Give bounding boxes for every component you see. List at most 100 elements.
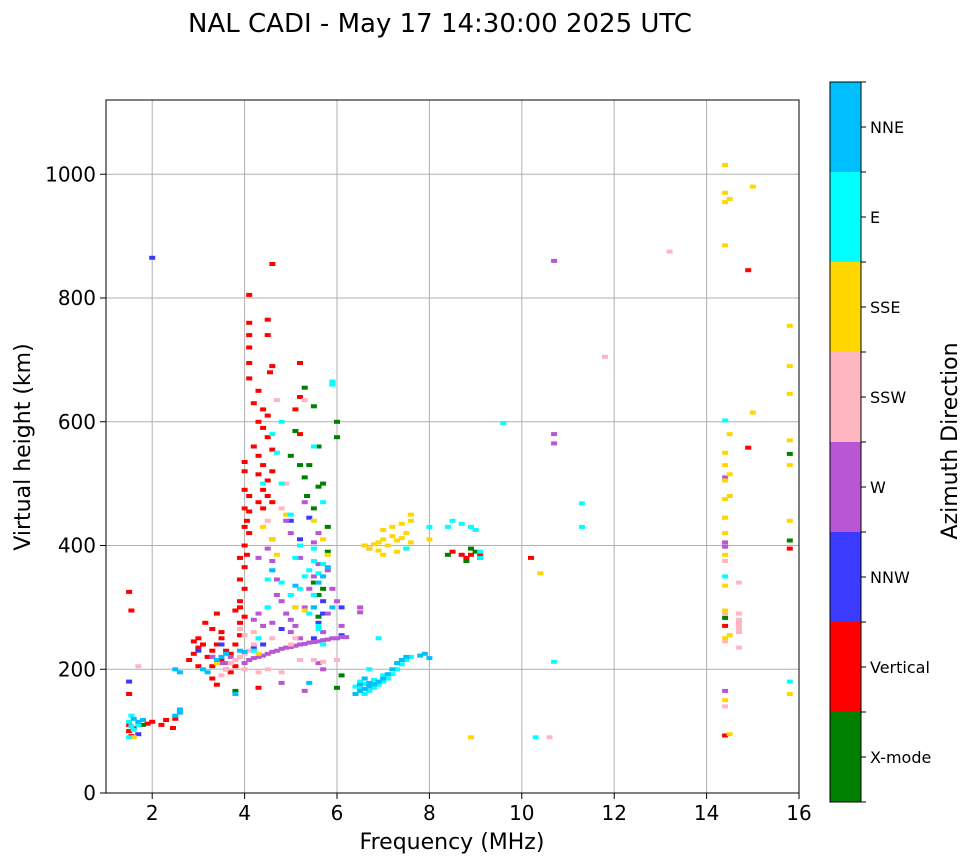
data-point bbox=[255, 654, 262, 659]
data-point bbox=[278, 419, 285, 424]
data-point bbox=[343, 635, 350, 640]
data-point bbox=[269, 500, 276, 505]
data-point bbox=[398, 536, 405, 541]
data-point bbox=[320, 574, 327, 579]
data-point bbox=[310, 540, 317, 545]
data-point bbox=[250, 617, 257, 622]
data-point bbox=[278, 481, 285, 486]
data-point bbox=[246, 376, 253, 381]
data-point bbox=[126, 692, 133, 696]
x-tick-label: 6 bbox=[331, 801, 344, 825]
data-point bbox=[255, 500, 262, 505]
data-point bbox=[310, 580, 317, 585]
y-tick-label: 0 bbox=[83, 781, 96, 805]
data-point bbox=[267, 370, 273, 375]
data-point bbox=[237, 555, 243, 560]
data-point bbox=[218, 661, 225, 666]
data-point bbox=[315, 623, 322, 628]
data-point bbox=[292, 605, 299, 610]
data-point bbox=[310, 574, 317, 579]
data-point bbox=[278, 506, 285, 511]
data-point bbox=[128, 608, 135, 613]
data-point bbox=[357, 682, 364, 687]
colorbar-label: NNW bbox=[870, 568, 910, 587]
data-point bbox=[334, 685, 340, 690]
data-point bbox=[246, 531, 253, 536]
data-point bbox=[297, 361, 303, 365]
data-point bbox=[722, 559, 729, 563]
data-point bbox=[551, 659, 558, 664]
data-point bbox=[320, 562, 327, 567]
data-point bbox=[292, 643, 299, 648]
x-tick-label: 16 bbox=[786, 801, 811, 825]
data-point bbox=[250, 656, 257, 661]
data-point bbox=[722, 615, 729, 620]
data-point bbox=[292, 429, 299, 433]
x-tick-label: 8 bbox=[423, 801, 436, 825]
data-layer bbox=[126, 163, 793, 740]
data-point bbox=[444, 524, 451, 529]
data-point bbox=[186, 658, 193, 662]
data-point bbox=[726, 732, 733, 737]
data-point bbox=[786, 323, 793, 328]
data-point bbox=[375, 682, 382, 687]
data-point bbox=[666, 249, 673, 254]
data-point bbox=[287, 512, 294, 517]
data-point bbox=[246, 333, 253, 338]
data-point bbox=[287, 453, 294, 458]
data-point bbox=[477, 549, 484, 554]
data-point bbox=[329, 605, 336, 610]
data-point bbox=[241, 614, 248, 619]
data-point bbox=[287, 642, 294, 647]
data-point bbox=[735, 580, 742, 585]
data-point bbox=[389, 667, 396, 672]
data-point bbox=[375, 548, 382, 553]
data-point bbox=[287, 645, 294, 649]
data-point bbox=[264, 317, 271, 322]
data-point bbox=[786, 518, 793, 523]
data-point bbox=[297, 537, 303, 542]
data-point bbox=[315, 593, 322, 597]
data-point bbox=[786, 538, 793, 543]
data-point bbox=[297, 642, 303, 647]
data-point bbox=[278, 599, 285, 604]
data-point bbox=[320, 659, 327, 664]
data-point bbox=[745, 445, 752, 450]
data-point bbox=[260, 425, 267, 430]
data-point bbox=[361, 676, 368, 681]
data-point bbox=[218, 642, 225, 647]
data-point bbox=[255, 419, 262, 424]
data-point bbox=[334, 435, 340, 440]
data-point bbox=[329, 379, 336, 384]
data-point bbox=[722, 583, 729, 588]
data-point bbox=[172, 713, 179, 718]
colorbar-label: W bbox=[870, 478, 886, 497]
data-point bbox=[722, 531, 729, 536]
data-point bbox=[722, 688, 729, 693]
data-point bbox=[130, 727, 137, 732]
data-point bbox=[352, 692, 359, 696]
data-point bbox=[260, 642, 267, 647]
data-point bbox=[394, 661, 401, 666]
data-point bbox=[232, 688, 239, 693]
data-point bbox=[786, 391, 793, 396]
data-point bbox=[361, 687, 368, 691]
data-point bbox=[278, 646, 285, 651]
data-point bbox=[264, 494, 271, 498]
colorbar-title: Azimuth Direction bbox=[938, 342, 963, 539]
data-point bbox=[726, 494, 733, 498]
data-point bbox=[292, 407, 299, 412]
data-point bbox=[241, 649, 248, 654]
data-point bbox=[264, 667, 271, 672]
data-point bbox=[407, 512, 414, 517]
tick-layer: 2 4 6 8 10 12 14 16 0 200 400 600 800 1000 bbox=[45, 162, 812, 825]
plot-frame bbox=[105, 99, 800, 794]
data-point bbox=[301, 398, 308, 403]
data-point bbox=[722, 515, 729, 520]
data-point bbox=[371, 685, 377, 690]
colorbar-segment bbox=[830, 172, 861, 262]
data-point bbox=[722, 552, 729, 557]
data-point bbox=[726, 633, 733, 638]
data-point bbox=[468, 546, 474, 551]
